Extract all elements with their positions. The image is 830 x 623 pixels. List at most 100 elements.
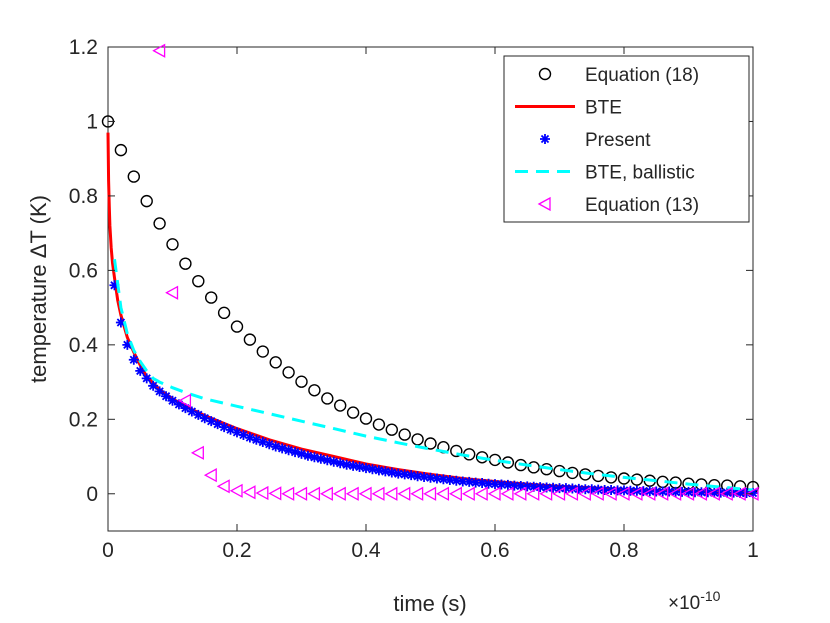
series-point-present <box>309 452 320 463</box>
series-point-equation-13 <box>448 486 462 501</box>
series-point-present <box>522 481 533 492</box>
x-tick-label: 0.6 <box>480 539 509 562</box>
series-point-equation-13 <box>655 486 669 501</box>
series-point-equation-18 <box>527 461 540 474</box>
series-point-equation-18 <box>566 466 579 480</box>
series-point-present <box>425 472 436 483</box>
series-point-present <box>354 461 365 472</box>
series-point-equation-13 <box>371 486 385 501</box>
series-point-present <box>735 488 746 499</box>
series-point-present <box>348 460 359 471</box>
series-point-present <box>232 427 242 438</box>
legend-label-bte: BTE <box>585 98 622 119</box>
series-point-equation-13 <box>642 486 656 501</box>
series-point-present <box>128 354 139 365</box>
series-point-equation-13 <box>345 486 359 501</box>
series-point-equation-18 <box>424 437 437 450</box>
series-point-present <box>490 479 500 490</box>
series-point-present <box>206 416 217 427</box>
x-exponent-power: -10 <box>700 588 720 604</box>
series-point-present <box>696 487 707 498</box>
series-point-equation-13 <box>190 445 204 460</box>
series-point-equation-13 <box>268 486 282 501</box>
series-point-present <box>135 365 146 376</box>
y-tick-label: 0.2 <box>69 408 98 431</box>
series-point-present <box>167 395 178 406</box>
y-tick-label: 1.2 <box>69 36 98 59</box>
series-point-present <box>315 453 326 464</box>
series-point-equation-13 <box>616 486 630 501</box>
y-tick-label: 1 <box>86 110 98 133</box>
series-point-equation-13 <box>410 486 424 501</box>
series-point-present <box>335 458 346 469</box>
series-point-present <box>612 485 623 496</box>
series-point-present <box>722 487 733 498</box>
series-point-present <box>483 478 494 489</box>
series-point-present <box>535 482 546 493</box>
series-point-present <box>470 477 481 488</box>
series-point-equation-18 <box>346 406 360 419</box>
series-point-present <box>290 447 301 458</box>
series-point-present <box>109 280 120 291</box>
series-point-equation-18 <box>256 345 269 358</box>
series-point-present <box>393 468 404 479</box>
series-point-equation-13 <box>178 393 192 408</box>
series-point-equation-18 <box>166 238 179 251</box>
x-exponent-base: ×10 <box>668 593 700 614</box>
series-point-present <box>638 486 649 497</box>
legend-label-equation-13: Equation (13) <box>585 195 699 216</box>
series-point-equation-13 <box>152 43 166 58</box>
series-point-equation-13 <box>229 483 243 498</box>
series-point-present <box>193 409 204 420</box>
x-exponent: ×10-10 <box>668 588 721 614</box>
series-point-equation-18 <box>243 333 257 346</box>
series-point-equation-13 <box>423 486 437 501</box>
series-point-present <box>457 476 468 487</box>
series-point-present <box>322 455 333 466</box>
series-point-equation-13 <box>255 485 269 501</box>
series-point-equation-18 <box>230 320 244 333</box>
series-point-present <box>277 443 288 454</box>
series-point-present <box>406 470 417 481</box>
series-point-equation-18 <box>204 291 218 304</box>
x-tick-label: 0.8 <box>609 539 638 562</box>
x-tick-label: 0.2 <box>222 539 251 562</box>
series-point-equation-13 <box>681 486 695 501</box>
legend-swatch-equation-18 <box>538 67 552 81</box>
y-tick-label: 0.8 <box>69 185 98 208</box>
series-point-equation-13 <box>719 486 733 501</box>
series-point-present <box>341 459 352 470</box>
series-point-present <box>593 484 604 495</box>
series-point-equation-13 <box>307 486 321 501</box>
series-point-present <box>328 456 339 467</box>
series-point-equation-13 <box>565 486 579 501</box>
series-point-equation-18 <box>217 306 231 320</box>
series-point-present <box>186 406 197 417</box>
series-point-present <box>212 419 223 430</box>
series-point-present <box>741 488 752 499</box>
series-point-equation-18 <box>127 170 141 183</box>
series-point-present <box>122 339 133 350</box>
series-point-equation-18 <box>308 384 321 397</box>
series-point-equation-13 <box>203 468 217 483</box>
series-point-equation-13 <box>319 486 333 501</box>
series-point-present <box>380 466 391 477</box>
y-axis-label: temperature ΔT (K) <box>26 195 51 383</box>
series-point-equation-18 <box>359 412 373 425</box>
series-point-present <box>715 487 726 498</box>
series-point-present <box>548 482 559 493</box>
series-point-present <box>670 486 681 497</box>
x-tick-label: 0.4 <box>351 539 381 562</box>
legend: Equation (18) BTE Present BTE, ballistic Equ… <box>503 55 750 223</box>
series-point-equation-13 <box>474 486 488 501</box>
series-point-present <box>677 486 688 497</box>
series-point-present <box>386 467 397 478</box>
series-point-equation-18 <box>475 451 489 464</box>
x-tick-label: 0 <box>102 539 114 562</box>
series-point-present <box>141 373 152 384</box>
series-point-equation-13 <box>526 486 540 501</box>
series-point-present <box>399 469 410 480</box>
legend-label-bte-ballistic: BTE, ballistic <box>585 163 695 184</box>
series-point-present <box>148 380 159 391</box>
